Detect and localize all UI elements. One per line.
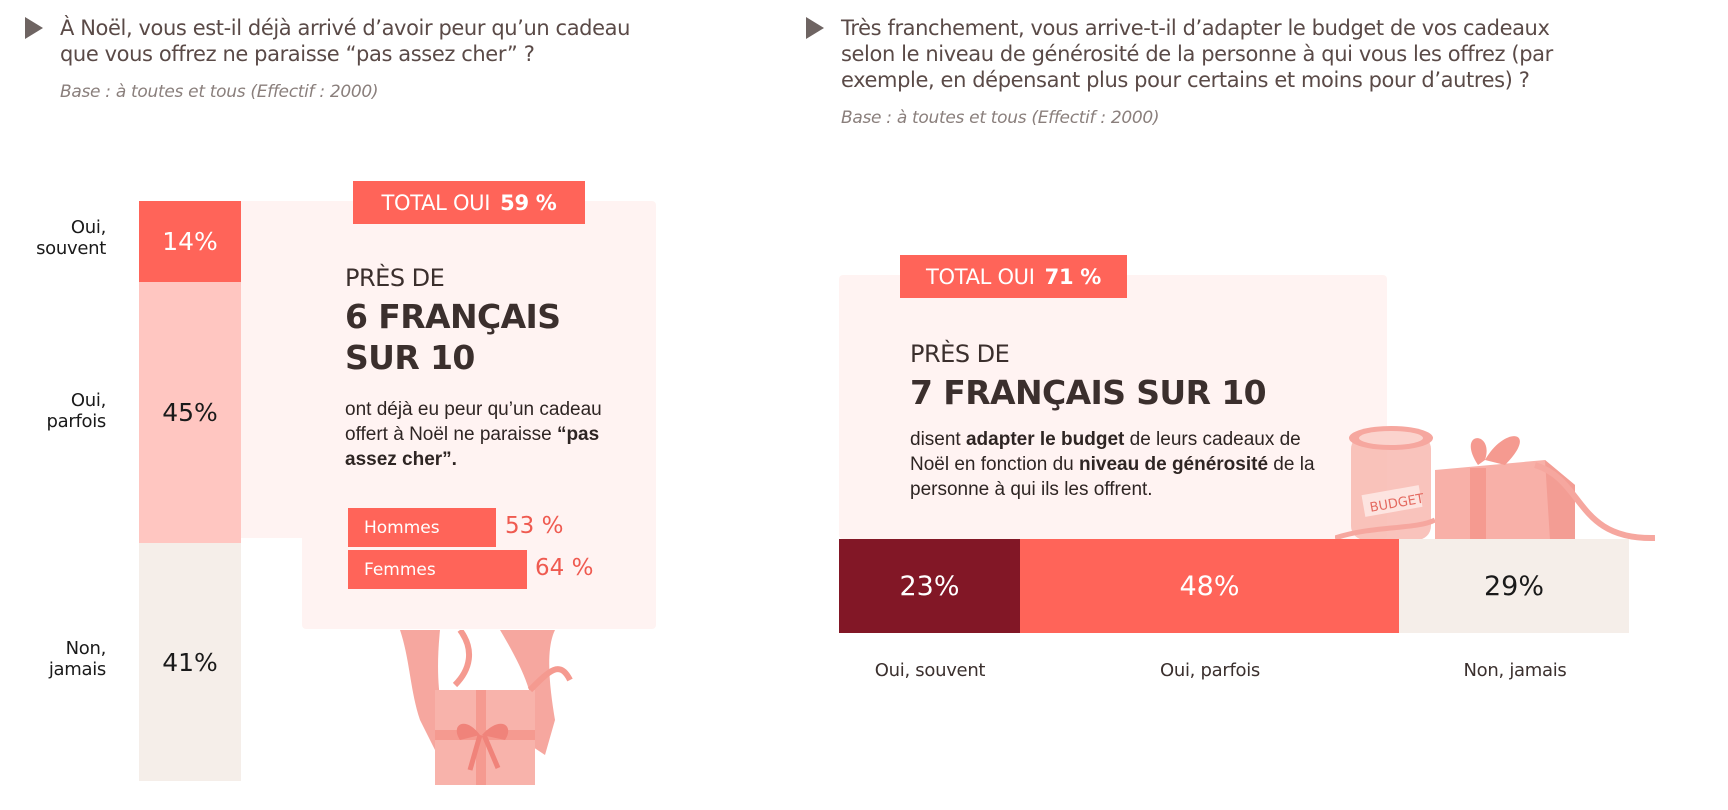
label-oui-souvent: Oui, souvent bbox=[2, 217, 106, 259]
label-line: parfois bbox=[46, 411, 107, 432]
question-line: Très franchement, vous arrive-t-il d’ada… bbox=[841, 16, 1550, 40]
total-value: 71 % bbox=[1044, 264, 1102, 289]
total-label: TOTAL OUI bbox=[925, 264, 1035, 289]
question-line: que vous offrez ne paraisse “pas assez c… bbox=[60, 42, 535, 66]
gender-bar-hommes: Hommes bbox=[348, 508, 496, 547]
left-base-note: Base : à toutes et tous (Effectif : 2000… bbox=[60, 82, 379, 102]
right-headline: 7 FRANÇAIS SUR 10 bbox=[910, 373, 1267, 412]
label-line: souvent bbox=[36, 238, 106, 259]
right-question-text: Très franchement, vous arrive-t-il d’ada… bbox=[841, 15, 1701, 93]
body-text: disent bbox=[910, 429, 966, 450]
gender-breakdown: Hommes 53 % Femmes 64 % bbox=[348, 508, 648, 598]
body-bold: “pas assez cher”. bbox=[345, 424, 600, 470]
segment-value: 41% bbox=[162, 647, 218, 677]
body-text: de la personne à qui ils les offrent. bbox=[910, 454, 1315, 500]
label-line: Non, bbox=[65, 638, 107, 659]
play-arrow-icon bbox=[806, 17, 824, 39]
segment-value: 48% bbox=[1179, 570, 1240, 602]
right-panel bbox=[839, 275, 1387, 539]
label-line: Oui, bbox=[70, 217, 106, 238]
gender-value-femmes: 64 % bbox=[535, 555, 594, 581]
left-question-text: À Noël, vous est-il déjà arrivé d’avoir … bbox=[60, 15, 720, 67]
gender-value-hommes: 53 % bbox=[505, 513, 564, 539]
left-stacked-bar: 14% 45% 41% bbox=[139, 201, 241, 781]
right-stacked-bar: 23% 48% 29% bbox=[839, 539, 1629, 633]
bar-segment-non-jamais: 41% bbox=[139, 543, 241, 781]
total-value: 59 % bbox=[500, 190, 557, 215]
budget-jar-gift-illustration: BUDGET bbox=[1335, 426, 1655, 555]
left-headline: 6 FRANÇAIS SUR 10 bbox=[345, 296, 561, 378]
hands-gift-illustration bbox=[400, 630, 573, 785]
label-line: Oui, bbox=[70, 390, 106, 411]
bar-segment-oui-parfois: 45% bbox=[139, 282, 241, 543]
headline-line: 6 FRANÇAIS bbox=[345, 297, 561, 336]
headline-line: SUR 10 bbox=[345, 338, 475, 377]
right-body-text: disent adapter le budget de leurs cadeau… bbox=[910, 427, 1330, 502]
body-bold: niveau de générosité bbox=[1079, 454, 1269, 475]
left-pres-de: PRÈS DE bbox=[345, 264, 445, 292]
segment-value: 29% bbox=[1483, 570, 1544, 602]
right-base-note: Base : à toutes et tous (Effectif : 2000… bbox=[841, 108, 1160, 128]
play-arrow-icon bbox=[25, 17, 43, 39]
question-line: À Noël, vous est-il déjà arrivé d’avoir … bbox=[60, 16, 630, 40]
total-label: TOTAL OUI bbox=[381, 190, 491, 215]
body-bold: adapter le budget bbox=[965, 429, 1125, 450]
label-non-jamais: Non, jamais bbox=[1463, 660, 1567, 681]
body-text: de leurs cadeaux de Noël en fonction du bbox=[910, 429, 1301, 475]
right-pres-de: PRÈS DE bbox=[910, 340, 1010, 368]
left-panel-top bbox=[241, 201, 656, 538]
label-line: jamais bbox=[48, 659, 106, 680]
left-body-text: ont déjà eu peur qu’un cadeau offert à N… bbox=[345, 397, 635, 472]
left-total-badge: TOTAL OUI 59 % bbox=[353, 181, 585, 224]
segment-value: 45% bbox=[162, 398, 218, 427]
bar-segment-oui-parfois: 48% bbox=[1020, 539, 1399, 633]
bar-segment-oui-souvent: 23% bbox=[839, 539, 1020, 633]
gender-label: Femmes bbox=[364, 559, 436, 580]
segment-value: 14% bbox=[162, 227, 218, 256]
segment-value: 23% bbox=[899, 570, 960, 602]
label-oui-parfois: Oui, parfois bbox=[1159, 660, 1260, 681]
gender-bar-femmes: Femmes bbox=[348, 550, 527, 589]
label-oui-parfois: Oui, parfois bbox=[2, 390, 107, 432]
label-non-jamais: Non, jamais bbox=[2, 638, 106, 680]
label-oui-souvent: Oui, souvent bbox=[874, 660, 986, 681]
bar-segment-non-jamais: 29% bbox=[1399, 539, 1629, 633]
bar-segment-oui-souvent: 14% bbox=[139, 201, 241, 282]
gender-label: Hommes bbox=[364, 517, 440, 538]
right-total-badge: TOTAL OUI 71 % bbox=[900, 255, 1127, 298]
question-line: exemple, en dépensant plus pour certains… bbox=[841, 68, 1530, 92]
body-text: ont déjà eu peur qu’un cadeau offert à N… bbox=[345, 399, 602, 445]
question-line: selon le niveau de générosité de la pers… bbox=[841, 42, 1553, 66]
